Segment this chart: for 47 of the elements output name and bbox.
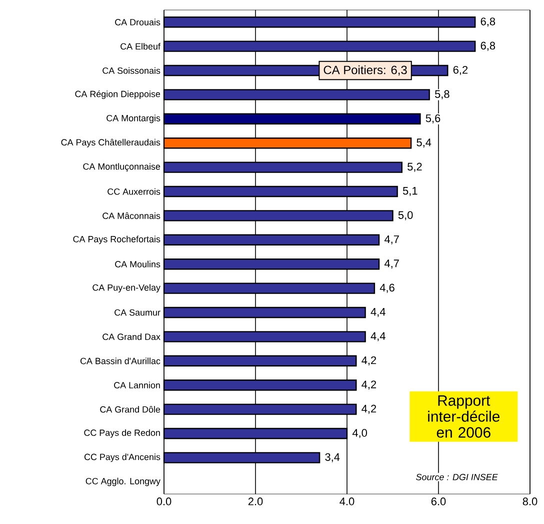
data-label: 5,1 (402, 187, 418, 196)
data-label: 4,6 (380, 284, 394, 293)
data-label: 5,2 (408, 162, 422, 172)
data-label: 4,7 (384, 260, 399, 269)
y-tick-label: CC Pays d'Ancenis (84, 454, 160, 462)
y-tick-label: CA Puy-en-Velay (92, 284, 160, 292)
x-tick-label: 6.0 (431, 498, 446, 506)
data-label: 4,2 (362, 380, 376, 390)
y-tick-label: CA Pays Châtelleraudais (61, 138, 160, 148)
y-tick-label: CA Pays Rochefortais (73, 236, 160, 244)
data-label: 4,2 (362, 356, 376, 366)
y-tick-label: CC Pays de Redon (84, 429, 160, 438)
data-label: 5,4 (416, 138, 432, 148)
y-tick-label: CA Saumur (114, 309, 160, 316)
data-label: 5,0 (398, 211, 413, 220)
x-tick-label: 2.0 (248, 498, 263, 506)
y-tick-label: CA Soissonais (102, 67, 160, 74)
data-label: 5,6 (426, 114, 440, 124)
data-label: 6,2 (453, 66, 468, 76)
x-tick-label: 4.0 (340, 498, 354, 506)
data-label: 4,2 (362, 404, 376, 414)
y-tick-label: CA Drouais (115, 18, 160, 26)
data-label: 6,8 (480, 18, 496, 27)
x-tick-label: 8.0 (522, 498, 538, 506)
y-tick-label: CA Moulins (115, 260, 160, 268)
y-tick-label: CC Agglo. Longwy (86, 478, 160, 486)
y-tick-label: CA Grand Dax (102, 333, 160, 340)
y-tick-label: CA Lannion (114, 382, 160, 388)
y-tick-label: CA Bassin d'Aurillac (80, 358, 160, 364)
y-tick-label: CA Elbeuf (120, 43, 160, 50)
data-label: 4,7 (384, 235, 399, 244)
data-label: 4,0 (352, 428, 367, 438)
data-label: 6,8 (480, 42, 496, 51)
data-label: 4,4 (370, 332, 386, 342)
x-tick-label: 0.0 (156, 498, 172, 506)
annotation: Rapport inter-décile en 2006 (428, 395, 500, 438)
y-tick-label: CA Mâconnais (102, 212, 160, 220)
annotation: Source : DGI INSEE (416, 474, 498, 480)
y-tick-label: CA Grand Dôle (100, 406, 160, 413)
y-tick-label: CC Auxerrois (108, 188, 160, 195)
data-label: 3,4 (325, 453, 340, 462)
y-tick-label: CA Région Dieppoise (75, 90, 160, 99)
data-label: 4,4 (370, 308, 386, 317)
y-tick-label: CA Montargis (106, 114, 160, 124)
annotation: CA Poitiers: 6,3 (324, 65, 407, 76)
data-label: 5,8 (434, 90, 450, 100)
y-tick-label: CA Montluçonnaise (83, 163, 160, 172)
